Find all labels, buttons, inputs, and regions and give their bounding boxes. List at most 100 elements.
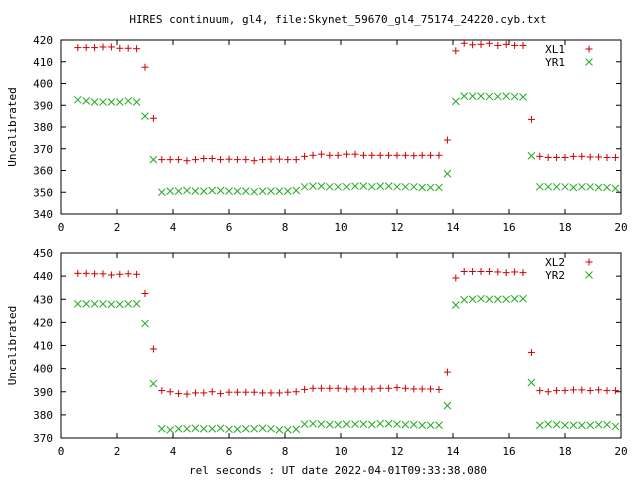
data-point — [99, 300, 107, 308]
data-point — [73, 95, 82, 104]
data-point — [519, 294, 527, 303]
data-point — [191, 156, 199, 164]
x-tick-label: 16 — [502, 445, 515, 458]
x-tick-label: 10 — [334, 221, 347, 234]
data-point — [301, 152, 309, 160]
data-point — [283, 187, 292, 196]
data-point — [569, 152, 577, 160]
data-point — [275, 426, 284, 434]
data-point — [166, 426, 175, 434]
data-point — [191, 389, 199, 397]
data-point — [334, 420, 343, 429]
data-point — [435, 385, 443, 393]
data-point — [477, 40, 485, 48]
data-point — [99, 270, 107, 278]
data-point — [149, 155, 158, 164]
data-point — [326, 384, 334, 392]
data-point — [343, 385, 351, 393]
data-point — [485, 39, 493, 47]
data-point — [325, 420, 334, 429]
data-point — [536, 152, 544, 160]
x-tick-label: 8 — [282, 445, 289, 458]
data-point — [199, 424, 208, 433]
data-point — [309, 151, 317, 159]
y-tick-label: 350 — [33, 186, 53, 199]
top-plot-panel: 0 2 4 6 8 10 12 14 16 18 20 340 350 360 370 380 390 400 41… — [6, 34, 628, 234]
data-point — [359, 151, 367, 159]
y-axis-label: Uncalibrated — [6, 87, 19, 166]
data-point — [217, 390, 225, 398]
data-point — [519, 93, 527, 101]
data-point — [578, 386, 586, 394]
data-point — [502, 269, 510, 277]
data-point — [242, 156, 250, 164]
legend-label: XL1 — [545, 43, 565, 56]
data-point — [393, 420, 401, 428]
data-point — [317, 384, 325, 392]
data-point — [552, 420, 561, 429]
data-point — [443, 401, 452, 410]
data-point — [200, 155, 208, 163]
y-tick-label: 410 — [33, 340, 53, 353]
data-point — [553, 387, 561, 395]
y-tick-label: 420 — [33, 34, 53, 47]
data-point — [107, 271, 115, 279]
data-point — [527, 151, 536, 160]
data-point — [435, 421, 443, 430]
data-point — [124, 97, 133, 105]
data-point — [90, 98, 99, 106]
data-point — [385, 384, 393, 392]
data-point — [116, 270, 124, 278]
data-point — [519, 41, 527, 49]
data-point — [443, 368, 451, 376]
data-point — [91, 270, 99, 278]
data-point — [443, 136, 451, 144]
data-point — [284, 156, 292, 164]
data-point — [426, 421, 435, 430]
data-point — [91, 44, 99, 52]
x-axis-label: rel seconds : UT date 2022-04-01T09:33:3… — [189, 464, 487, 477]
data-point — [208, 424, 217, 433]
data-point — [393, 182, 401, 191]
data-point — [477, 294, 485, 303]
x-tick-label: 8 — [282, 221, 289, 234]
data-point — [107, 43, 115, 51]
data-point — [183, 157, 191, 165]
data-point — [494, 41, 502, 49]
x-tick-label: 16 — [502, 221, 515, 234]
y-tick-label: 390 — [33, 386, 53, 399]
data-point — [477, 268, 485, 275]
data-point — [561, 153, 569, 161]
data-point — [242, 388, 250, 396]
y-tick-label: 450 — [33, 247, 53, 260]
data-point — [149, 114, 157, 122]
data-point — [158, 387, 166, 395]
data-point — [410, 385, 418, 393]
legend-label: XL2 — [545, 256, 565, 269]
data-point — [376, 151, 384, 159]
y-tick-label: 380 — [33, 121, 53, 134]
y-tick-label: 420 — [33, 316, 53, 329]
legend-label: YR1 — [545, 56, 565, 69]
data-point — [225, 425, 233, 434]
data-point — [301, 385, 309, 393]
y-tick-label: 390 — [33, 99, 53, 112]
data-point — [174, 424, 183, 433]
data-point — [561, 182, 569, 191]
data-point — [124, 44, 132, 52]
x-tick-label: 0 — [58, 221, 65, 234]
data-point — [410, 152, 418, 160]
data-point — [241, 187, 250, 196]
x-tick-label: 6 — [226, 221, 233, 234]
data-point — [502, 40, 510, 48]
data-point — [267, 187, 275, 196]
data-point — [603, 153, 611, 161]
data-point — [191, 424, 200, 433]
data-point — [225, 155, 233, 163]
data-point — [275, 187, 284, 196]
data-point — [409, 182, 418, 191]
y-tick-label: 340 — [33, 208, 53, 221]
data-point — [552, 182, 561, 191]
data-point — [115, 300, 124, 309]
y-tick-label: 360 — [33, 165, 53, 178]
